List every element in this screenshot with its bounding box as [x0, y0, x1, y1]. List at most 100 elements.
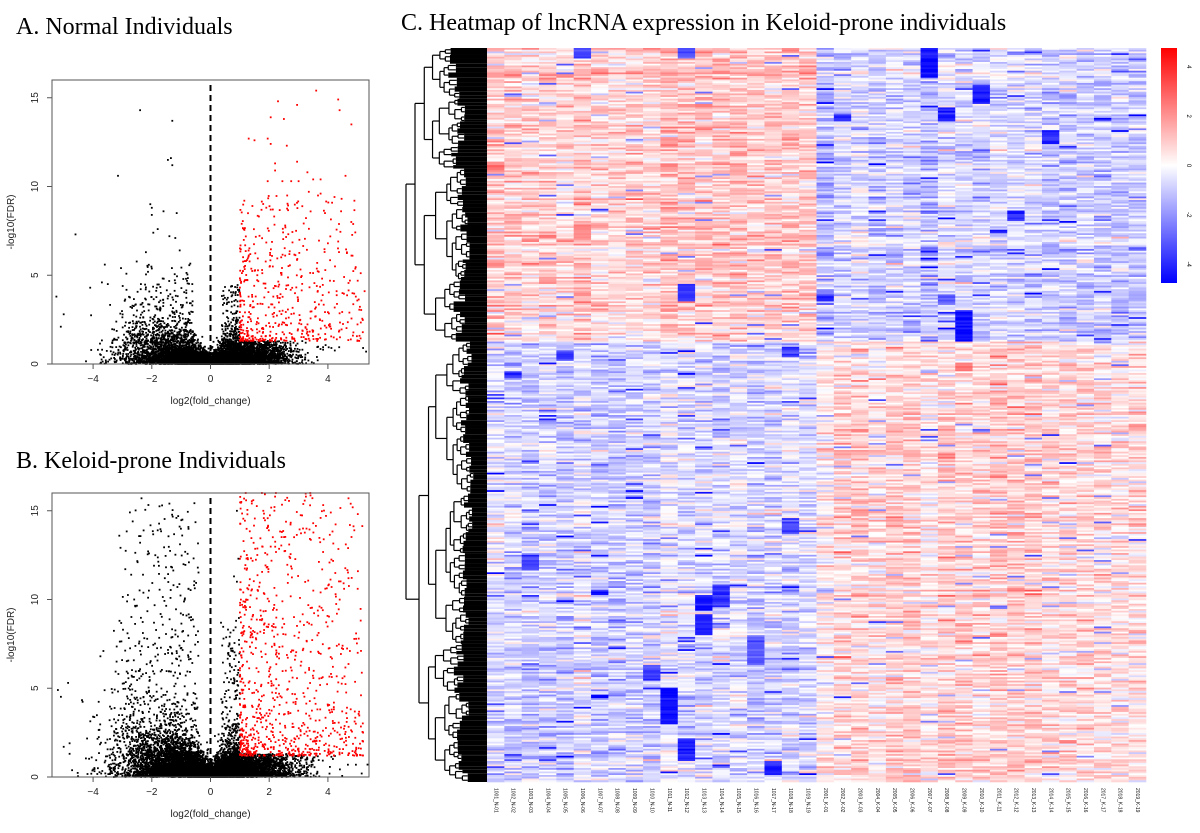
data-point [144, 323, 147, 326]
data-point [143, 349, 146, 352]
data-point [301, 359, 304, 362]
data-point [253, 341, 255, 343]
data-point [182, 304, 184, 306]
data-point [136, 352, 139, 355]
data-point [297, 357, 299, 360]
data-point [155, 336, 158, 339]
data-point [167, 335, 169, 338]
data-point [294, 347, 296, 350]
data-point [113, 328, 115, 331]
data-point [304, 358, 307, 361]
data-point [241, 341, 244, 344]
data-point [142, 305, 145, 308]
data-point [131, 304, 134, 307]
data-point [262, 361, 265, 364]
data-point [122, 352, 125, 355]
data-point [279, 342, 282, 344]
data-point [289, 343, 292, 345]
data-point [269, 346, 272, 349]
data-point [193, 332, 196, 335]
data-point [289, 340, 292, 343]
data-point [237, 319, 239, 321]
data-point [298, 354, 301, 357]
data-point [162, 326, 165, 328]
data-point [301, 356, 304, 358]
data-point [287, 358, 290, 361]
data-point [183, 346, 186, 348]
data-point [141, 354, 144, 357]
data-point [145, 349, 147, 352]
data-point [261, 340, 264, 342]
data-point [171, 320, 174, 322]
data-point [139, 344, 142, 347]
data-point [141, 347, 144, 349]
data-point [192, 340, 195, 343]
data-point [251, 341, 254, 344]
data-point [283, 350, 285, 353]
data-point [141, 332, 144, 335]
data-point [157, 353, 159, 355]
data-point [292, 353, 294, 356]
data-point [167, 334, 169, 337]
data-point [257, 349, 260, 352]
data-point [120, 357, 123, 360]
data-point [146, 359, 148, 361]
data-point [220, 353, 223, 356]
data-point [271, 345, 274, 347]
data-point [182, 317, 184, 320]
data-point [132, 305, 135, 307]
data-point [296, 348, 299, 350]
data-point [276, 340, 279, 343]
data-point [145, 286, 147, 289]
data-point [178, 315, 180, 317]
data-point [338, 346, 341, 349]
data-point [240, 345, 243, 348]
data-point [261, 346, 263, 349]
data-point [189, 328, 192, 331]
data-point [280, 361, 283, 364]
data-point [192, 339, 195, 341]
data-point [162, 345, 165, 348]
data-point [278, 340, 280, 343]
data-point [252, 349, 254, 352]
data-point [185, 343, 188, 345]
data-point [147, 347, 150, 350]
data-point [128, 361, 130, 364]
data-point [158, 301, 160, 304]
data-point [122, 354, 124, 357]
data-point [301, 348, 304, 351]
data-point [136, 290, 139, 293]
data-point [324, 344, 327, 346]
data-point [190, 348, 193, 351]
data-point [278, 362, 281, 365]
data-point [278, 353, 281, 356]
data-point [132, 349, 135, 352]
data-point [137, 338, 140, 341]
data-point [164, 326, 166, 328]
data-point [185, 338, 188, 340]
data-point [292, 361, 294, 364]
data-point [296, 360, 298, 362]
data-point [158, 331, 161, 334]
data-point [157, 333, 159, 336]
data-point [172, 298, 175, 301]
data-point [219, 347, 221, 349]
data-point [150, 334, 152, 337]
data-point [168, 350, 171, 352]
data-point [138, 347, 141, 350]
volcano-plot-normal: −4 −2 0 2 4log2(fold_change)051015-log10(FDR… [6, 79, 370, 407]
data-point [184, 326, 187, 329]
data-point [180, 336, 183, 339]
data-point [127, 344, 130, 347]
data-point [266, 352, 269, 354]
data-point [133, 355, 135, 358]
data-point [132, 344, 134, 347]
data-point [192, 334, 195, 336]
data-point [141, 351, 144, 353]
data-point [291, 350, 293, 353]
data-point [165, 324, 168, 326]
data-point [174, 316, 176, 318]
data-point [124, 324, 126, 327]
data-point [156, 308, 159, 311]
data-point [253, 354, 255, 357]
